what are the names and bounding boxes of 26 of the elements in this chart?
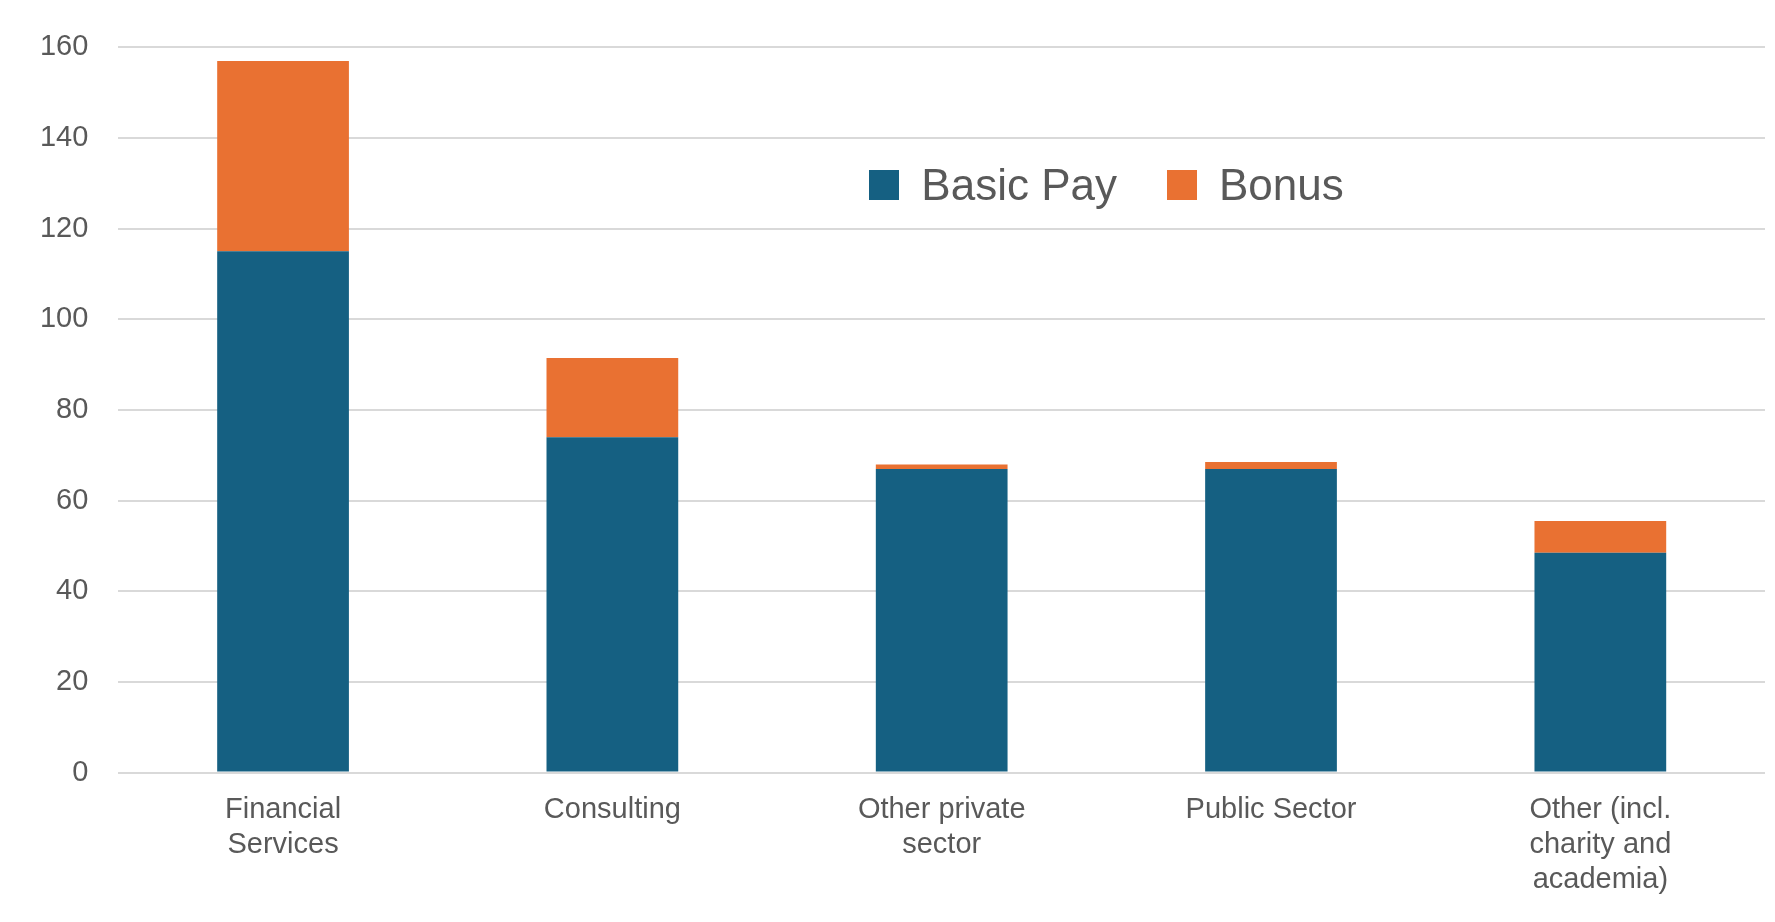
y-tick-label: 100 xyxy=(39,301,89,334)
bar xyxy=(546,357,679,438)
bar xyxy=(1205,462,1337,469)
bar xyxy=(1534,552,1667,772)
y-tick-label: 160 xyxy=(39,29,89,62)
y-tick-label: 80 xyxy=(56,392,89,424)
y-tick-label: 20 xyxy=(56,663,89,696)
bar xyxy=(1534,521,1667,553)
y-tick-label: 140 xyxy=(39,120,89,153)
legend-label: Basic Pay xyxy=(921,160,1117,211)
bar xyxy=(1205,468,1337,772)
x-tick-label: Other private sector xyxy=(857,792,1026,859)
y-tick-label: 60 xyxy=(56,482,89,515)
x-tick-label: Consulting xyxy=(543,792,681,824)
bar xyxy=(217,61,349,252)
bar xyxy=(546,437,679,772)
x-tick-label: Other (incl. charity and academia) xyxy=(1529,792,1672,894)
x-tick-label: Financial Services xyxy=(225,792,342,859)
legend-label: Bonus xyxy=(1218,160,1344,211)
bar xyxy=(875,464,1008,469)
bar xyxy=(875,468,1008,772)
x-tick-label: Public Sector xyxy=(1185,792,1357,824)
bar xyxy=(217,251,349,772)
y-tick-label: 120 xyxy=(39,210,89,243)
y-tick-label: 40 xyxy=(56,573,89,606)
y-tick-label: 0 xyxy=(72,754,89,787)
